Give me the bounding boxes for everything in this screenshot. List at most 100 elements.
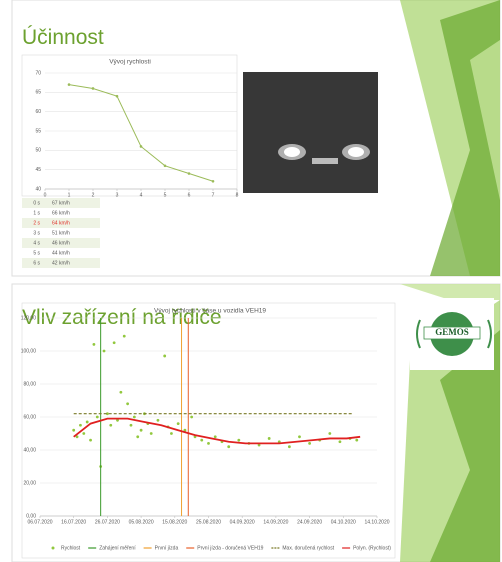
point xyxy=(207,442,210,445)
point xyxy=(163,355,166,358)
point xyxy=(79,424,82,427)
point xyxy=(119,391,122,394)
point xyxy=(227,445,230,448)
x-tick-label: 06.07.2020 xyxy=(27,519,52,525)
x-tick-label: 24.09.2020 xyxy=(297,519,322,525)
table-cell: 6 s xyxy=(33,260,40,266)
point xyxy=(109,424,112,427)
chart-title: Vývoj rychlosti xyxy=(109,59,151,66)
x-tick-label: 2 xyxy=(92,192,95,198)
x-tick-label: 7 xyxy=(212,192,215,198)
point xyxy=(339,440,342,443)
point xyxy=(116,95,119,98)
x-tick-label: 04.10.2020 xyxy=(331,519,356,525)
point xyxy=(140,145,143,148)
x-tick-label: 04.09.2020 xyxy=(230,519,255,525)
slide: Účinnost 0 s67 km/h1 s66 km/h2 s64 km/h3… xyxy=(12,0,500,276)
point xyxy=(164,165,167,168)
legend-label: První jízda - doručená VEH19 xyxy=(197,545,263,551)
y-tick-label: 70 xyxy=(35,70,41,76)
table-cell: 0 s xyxy=(33,200,40,206)
legend-label: První jízda xyxy=(155,545,179,551)
point xyxy=(92,87,95,90)
legend-label: Max. doručená rychlost xyxy=(282,545,334,551)
y-tick-label: 60,00 xyxy=(23,414,36,420)
x-tick-label: 0 xyxy=(44,192,47,198)
table-cell: 66 km/h xyxy=(52,210,70,216)
photo xyxy=(243,72,378,193)
point xyxy=(190,416,193,419)
x-tick-label: 4 xyxy=(140,192,143,198)
point xyxy=(96,416,99,419)
point xyxy=(150,432,153,435)
point xyxy=(237,439,240,442)
x-tick-label: 8 xyxy=(236,192,239,198)
point xyxy=(89,439,92,442)
point xyxy=(355,439,358,442)
x-tick-label: 26.07.2020 xyxy=(95,519,120,525)
point xyxy=(200,439,203,442)
y-tick-label: 65 xyxy=(35,90,41,96)
y-tick-label: 120,00 xyxy=(21,315,37,321)
point xyxy=(130,424,133,427)
x-tick-label: 6 xyxy=(188,192,191,198)
x-tick-label: 3 xyxy=(116,192,119,198)
x-tick-label: 5 xyxy=(164,192,167,198)
table-cell: 2 s xyxy=(33,220,40,226)
point xyxy=(123,335,126,338)
point xyxy=(212,180,215,183)
point xyxy=(177,422,180,425)
slide-title: Účinnost xyxy=(22,26,104,49)
y-tick-label: 40 xyxy=(35,186,41,192)
legend-symbol xyxy=(52,547,55,550)
logo-text: GEMOS xyxy=(435,327,469,337)
table-cell: 51 km/h xyxy=(52,230,70,236)
table-cell: 46 km/h xyxy=(52,240,70,246)
legend-label: Polyn. (Rychlost) xyxy=(353,545,391,551)
point xyxy=(68,83,71,86)
x-tick-label: 05.08.2020 xyxy=(129,519,154,525)
x-tick-label: 14.10.2020 xyxy=(364,519,389,525)
chart-title: Vývoj rychlosti v čase u vozidla VEH19 xyxy=(154,308,266,315)
screen: Účinnost 0 s67 km/h1 s66 km/h2 s64 km/h3… xyxy=(0,0,502,562)
logo: GEMOS xyxy=(410,298,494,370)
point xyxy=(113,341,116,344)
y-tick-label: 100,00 xyxy=(21,348,37,354)
y-tick-label: 60 xyxy=(35,109,41,115)
table-cell: 5 s xyxy=(33,250,40,256)
point xyxy=(328,432,331,435)
x-tick-label: 14.09.2020 xyxy=(263,519,288,525)
page: {"slides": [{"title": "Účinnost"}, {"tit… xyxy=(0,0,502,562)
point xyxy=(103,350,106,353)
point xyxy=(268,437,271,440)
y-tick-label: 80,00 xyxy=(23,381,36,387)
table-cell: 4 s xyxy=(33,240,40,246)
x-tick-label: 15.08.2020 xyxy=(162,519,187,525)
point xyxy=(308,442,311,445)
point xyxy=(72,429,75,432)
point xyxy=(82,432,85,435)
legend-label: Zahájení měření xyxy=(99,545,136,551)
table-cell: 1 s xyxy=(33,210,40,216)
point xyxy=(133,416,136,419)
y-tick-label: 40,00 xyxy=(23,447,36,453)
point xyxy=(298,435,301,438)
point xyxy=(86,421,89,424)
point xyxy=(140,429,143,432)
table-cell: 3 s xyxy=(33,230,40,236)
point xyxy=(157,419,160,422)
point xyxy=(136,435,139,438)
x-tick-label: 1 xyxy=(68,192,71,198)
point xyxy=(214,435,217,438)
x-tick-label: 16.07.2020 xyxy=(61,519,86,525)
y-tick-label: 55 xyxy=(35,128,41,134)
point xyxy=(93,343,96,346)
point xyxy=(126,402,129,405)
point xyxy=(170,432,173,435)
x-tick-label: 25.08.2020 xyxy=(196,519,221,525)
table-cell: 44 km/h xyxy=(52,250,70,256)
table-cell: 42 km/h xyxy=(52,260,70,266)
y-tick-label: 20,00 xyxy=(23,480,36,486)
legend-label: Rychlost xyxy=(61,545,81,551)
